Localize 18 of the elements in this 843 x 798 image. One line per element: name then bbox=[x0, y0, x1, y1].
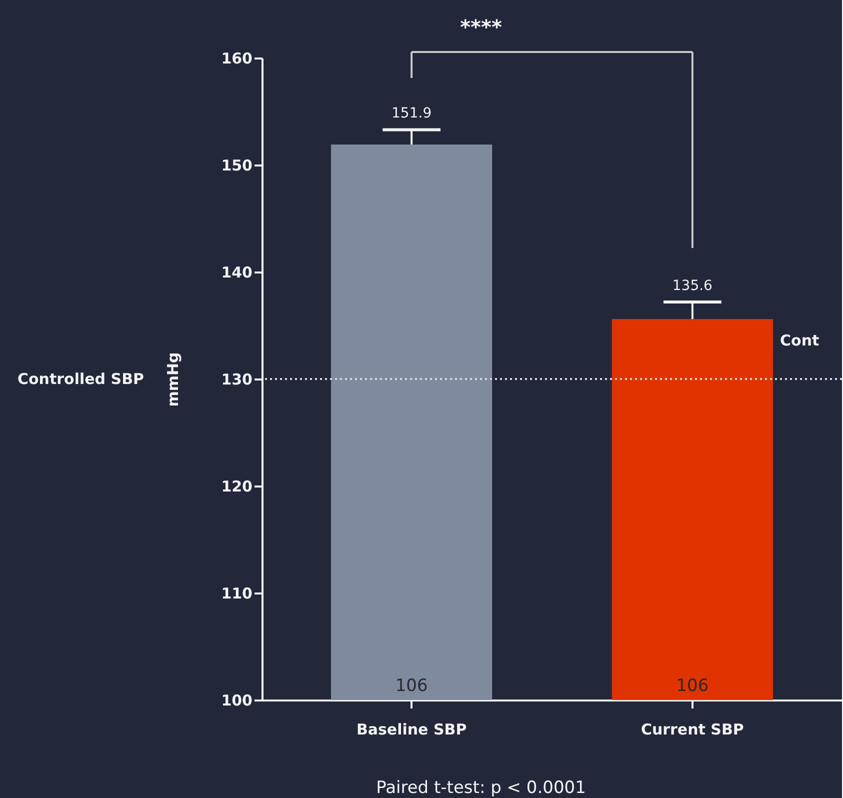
y-tick-label: 160 bbox=[221, 50, 252, 68]
x-tick-label: Baseline SBP bbox=[356, 720, 467, 738]
text: Paired t-test: p < 0.0001 bbox=[376, 778, 586, 798]
y-tick-label: 120 bbox=[221, 478, 252, 496]
ref-line-label: Controlled SBP bbox=[17, 370, 144, 388]
y-axis-title: mmHg bbox=[164, 352, 182, 407]
annotation: 106 bbox=[395, 676, 428, 696]
annotation: Cont bbox=[780, 331, 820, 350]
y-tick-label: 100 bbox=[221, 692, 252, 710]
text: **** bbox=[460, 15, 502, 39]
data-label: 135.6 bbox=[672, 278, 713, 294]
annotation: 106 bbox=[676, 676, 709, 696]
x-tick-label: Current SBP bbox=[640, 720, 744, 738]
y-tick-label: 150 bbox=[221, 156, 252, 174]
y-tick-label: 130 bbox=[221, 370, 252, 388]
data-label: 151.9 bbox=[392, 106, 432, 122]
y-tick-label: 140 bbox=[221, 264, 252, 282]
y-tick-label: 110 bbox=[221, 584, 252, 602]
